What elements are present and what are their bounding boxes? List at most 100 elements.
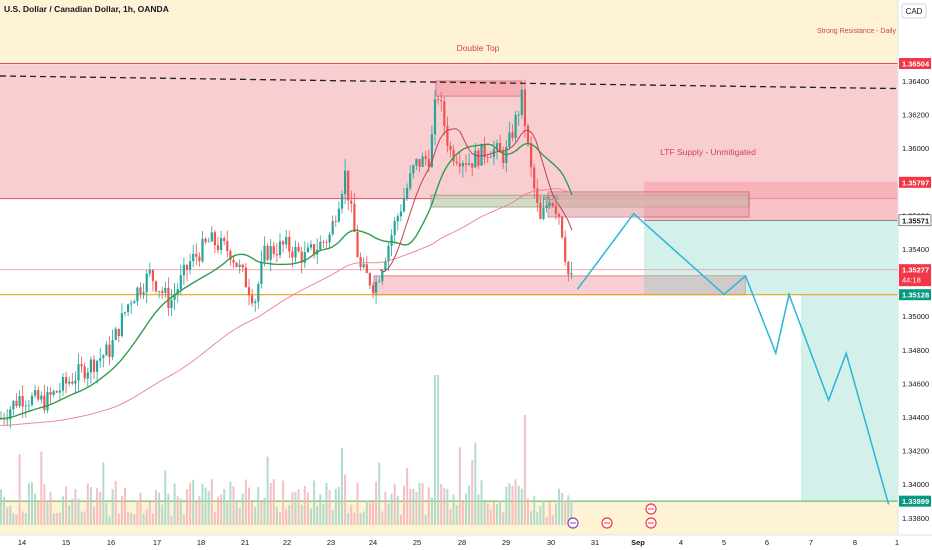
candle <box>449 141 452 158</box>
candle <box>142 283 145 300</box>
ltf-supply-label: LTF Supply - Unmitigated <box>660 147 756 157</box>
price-label-box <box>899 176 931 188</box>
candle <box>424 150 427 166</box>
candle <box>235 262 238 268</box>
candle <box>139 281 142 299</box>
lightning-icon[interactable] <box>567 517 579 529</box>
candle <box>505 140 508 173</box>
projection-path[interactable] <box>576 212 890 505</box>
candle <box>390 229 393 257</box>
currency-label: CAD <box>906 7 923 16</box>
candle <box>433 89 437 146</box>
upper-band <box>0 0 898 64</box>
candle <box>511 124 514 142</box>
us-flag-icon[interactable] <box>645 517 657 529</box>
candle <box>371 282 375 299</box>
x-tick-label: 25 <box>413 538 421 547</box>
candle <box>337 201 340 223</box>
candle <box>185 263 189 282</box>
price-label-box <box>899 495 931 507</box>
ltf-supply-box-2[interactable] <box>547 191 750 218</box>
candle <box>68 376 71 387</box>
ma-20-line <box>379 128 573 273</box>
currency-badge[interactable] <box>901 3 927 19</box>
candle <box>350 190 353 213</box>
candle <box>108 336 111 366</box>
candle <box>437 95 440 105</box>
candle <box>198 252 201 267</box>
candle <box>158 290 161 299</box>
candle <box>461 160 464 178</box>
candle <box>443 96 446 136</box>
candle <box>331 215 334 236</box>
candle <box>145 269 148 304</box>
x-tick-label: 22 <box>283 538 291 547</box>
candle <box>40 391 43 404</box>
candle <box>189 253 192 275</box>
candle <box>458 151 461 174</box>
price-label-text: 1.33899 <box>902 497 929 506</box>
candle <box>347 170 350 211</box>
candle <box>387 242 390 272</box>
candle <box>247 278 251 306</box>
candle <box>71 372 74 386</box>
y-tick-label: 1.35400 <box>902 245 929 254</box>
us-flag-icon[interactable] <box>601 517 613 529</box>
candle <box>195 243 198 266</box>
candle <box>220 230 223 255</box>
candle <box>412 164 415 179</box>
ma-50-line <box>0 142 573 420</box>
candle <box>89 356 92 384</box>
candle <box>127 303 130 317</box>
candle <box>164 281 167 298</box>
x-tick-label: 8 <box>853 538 857 547</box>
candle <box>567 260 570 282</box>
price-label-text: 1.36504 <box>902 60 930 69</box>
x-tick-label: 31 <box>591 538 599 547</box>
x-tick-label: 4 <box>679 538 683 547</box>
us-flag-icon[interactable] <box>645 503 657 515</box>
candle <box>402 187 406 213</box>
candle <box>303 241 306 268</box>
candle <box>30 392 34 407</box>
price-label-box <box>899 264 931 287</box>
y-tick-label: 1.33800 <box>902 514 929 523</box>
candle <box>55 390 58 394</box>
y-tick-label: 1.36000 <box>902 144 929 153</box>
candle <box>102 354 105 368</box>
candle <box>340 190 344 214</box>
candle <box>418 159 421 173</box>
candle <box>216 236 220 254</box>
double-top-label: Double Top <box>457 43 500 53</box>
candle <box>148 262 151 277</box>
candle <box>130 299 133 314</box>
candle <box>570 261 573 280</box>
candle <box>406 183 409 201</box>
volume-bars <box>0 375 573 525</box>
candle <box>204 236 207 245</box>
x-tick-label: 24 <box>369 538 377 547</box>
candle <box>499 134 502 151</box>
candle <box>288 230 291 259</box>
candle <box>440 92 443 112</box>
target-zone-2[interactable] <box>801 220 898 502</box>
y-tick-label: 1.34000 <box>902 480 929 489</box>
candle <box>96 359 99 384</box>
y-tick-label: 1.35000 <box>902 312 929 321</box>
x-tick-label: 1 <box>895 538 899 547</box>
candle <box>86 367 89 387</box>
double-top-box[interactable] <box>435 80 523 97</box>
candle <box>170 289 173 317</box>
candle <box>477 148 480 170</box>
candle <box>257 281 260 309</box>
time-axis[interactable] <box>0 535 932 550</box>
price-label-box <box>899 289 931 301</box>
candle <box>105 341 108 356</box>
candle <box>378 277 381 283</box>
candle <box>24 400 27 418</box>
candle <box>359 252 362 271</box>
price-label-box <box>899 58 931 70</box>
candle <box>201 231 204 264</box>
